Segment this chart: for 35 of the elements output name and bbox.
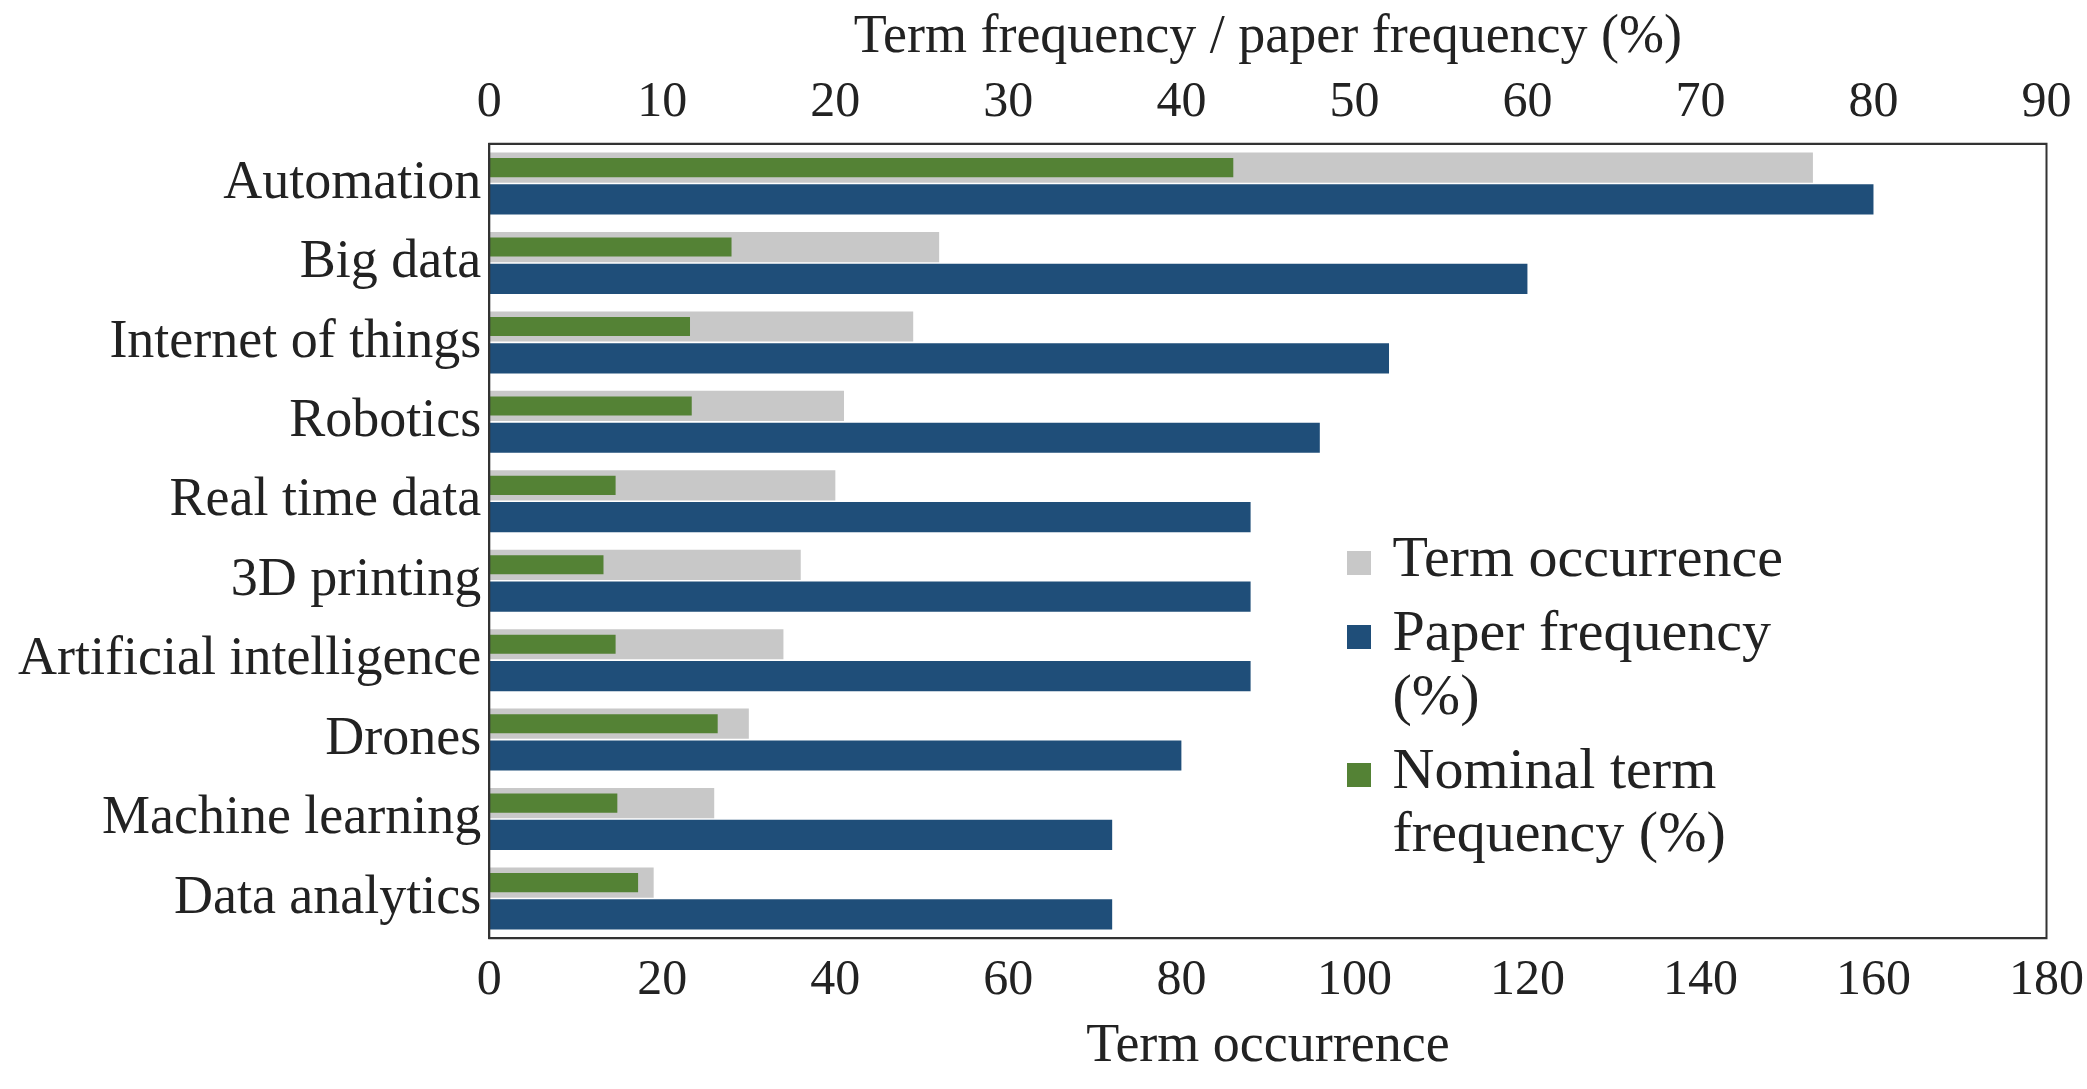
y-tick-label: Internet of things xyxy=(109,308,482,369)
x-tick-label: 180 xyxy=(2009,949,2084,1006)
y-tick-label: Automation xyxy=(223,149,482,210)
x2-tick-label: 10 xyxy=(637,70,688,127)
x-tick-label: 20 xyxy=(637,949,688,1006)
y-tick-label: Big data xyxy=(299,229,482,290)
x-tick-label: 40 xyxy=(810,949,861,1006)
x2-tick-label: 70 xyxy=(1675,70,1726,127)
x-tick-label: 140 xyxy=(1662,949,1738,1006)
x2-tick-label: 60 xyxy=(1502,70,1553,127)
y-tick-label: Real time data xyxy=(169,467,482,528)
x2-axis-title: Term frequency / paper frequency (%) xyxy=(853,3,1683,64)
y-tick-label: Artificial intelligence xyxy=(17,626,482,687)
x-tick-label: 160 xyxy=(1835,949,1911,1006)
x-tick-label: 80 xyxy=(1156,949,1207,1006)
legend-label: Term occurrence xyxy=(1392,524,1783,590)
x2-tick-label: 40 xyxy=(1156,70,1207,127)
x2-tick-label: 0 xyxy=(476,70,502,127)
y-tick-label: 3D printing xyxy=(230,546,482,607)
x2-tick-label: 80 xyxy=(1848,70,1899,127)
x-tick-label: 100 xyxy=(1316,949,1392,1006)
y-tick-label: Data analytics xyxy=(173,864,482,925)
x2-tick-label: 20 xyxy=(810,70,861,127)
y-tick-label: Robotics xyxy=(289,388,482,449)
x-tick-label: 120 xyxy=(1489,949,1565,1006)
x-tick-label: 0 xyxy=(476,949,502,1006)
x-tick-label: 60 xyxy=(983,949,1034,1006)
x2-tick-label: 30 xyxy=(983,70,1034,127)
x2-tick-label: 90 xyxy=(2021,70,2072,127)
x2-tick-label: 50 xyxy=(1329,70,1380,127)
y-tick-label: Drones xyxy=(325,705,482,766)
legend-label: Nominal term frequency (%) xyxy=(1392,735,1727,865)
x-axis-title: Term occurrence xyxy=(1086,1012,1450,1073)
y-tick-label: Machine learning xyxy=(101,785,482,846)
legend-label: Paper frequency (%) xyxy=(1392,597,1772,727)
